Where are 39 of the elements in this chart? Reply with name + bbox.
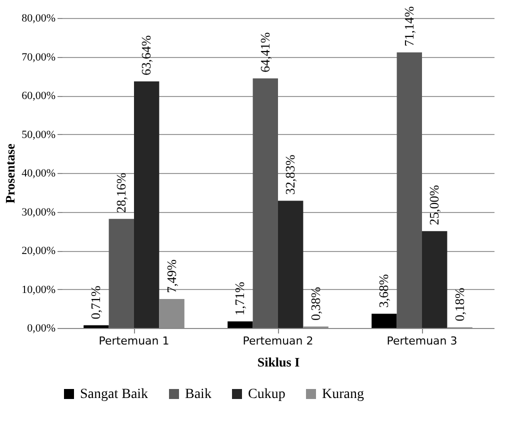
- data-label: 63,64%: [138, 35, 154, 76]
- data-label: 3,68%: [376, 274, 392, 308]
- data-label: 0,71%: [88, 286, 104, 320]
- y-tick-label: 40,00%: [22, 168, 56, 180]
- bar: [134, 81, 160, 328]
- bar: [108, 218, 134, 328]
- data-label: 1,71%: [232, 282, 248, 316]
- y-tick-label: 0,00%: [27, 322, 56, 334]
- y-tick-label: 60,00%: [22, 90, 56, 102]
- x-tick-label: Pertemuan 3: [386, 334, 458, 348]
- data-label: 64,41%: [257, 32, 272, 72]
- data-label: 71,14%: [401, 6, 416, 46]
- y-axis-title: Prosentase: [2, 143, 18, 204]
- y-tick-label: 30,00%: [22, 206, 56, 218]
- legend-label: Cukup: [248, 387, 286, 402]
- bar: [278, 200, 304, 328]
- y-tick-label: 50,00%: [22, 128, 56, 141]
- bar: [422, 231, 448, 328]
- y-tick-label: 80,00%: [22, 12, 56, 24]
- legend-label: Sangat Baik: [80, 387, 148, 402]
- bar: [372, 314, 397, 328]
- data-label: 7,49%: [164, 259, 179, 293]
- data-label: 0,38%: [308, 286, 323, 321]
- x-tick-label: Pertemuan 1: [98, 334, 170, 348]
- y-tick-label: 20,00%: [22, 245, 56, 257]
- bar: [228, 321, 253, 328]
- y-tick-label: 70,00%: [22, 51, 56, 64]
- data-label: 25,00%: [426, 184, 442, 226]
- x-axis-title: Siklus I: [257, 354, 300, 370]
- legend-label: Baik: [185, 387, 212, 402]
- bar: [252, 78, 278, 328]
- data-label: 32,83%: [282, 154, 298, 195]
- data-label: 0,18%: [452, 288, 467, 322]
- x-tick-label: Pertemuan 2: [242, 334, 314, 348]
- data-label: 28,16%: [113, 172, 128, 213]
- legend-label: Kurang: [322, 387, 364, 402]
- y-tick-label: 10,00%: [22, 284, 56, 296]
- bar: [396, 52, 422, 328]
- bar: [84, 325, 109, 328]
